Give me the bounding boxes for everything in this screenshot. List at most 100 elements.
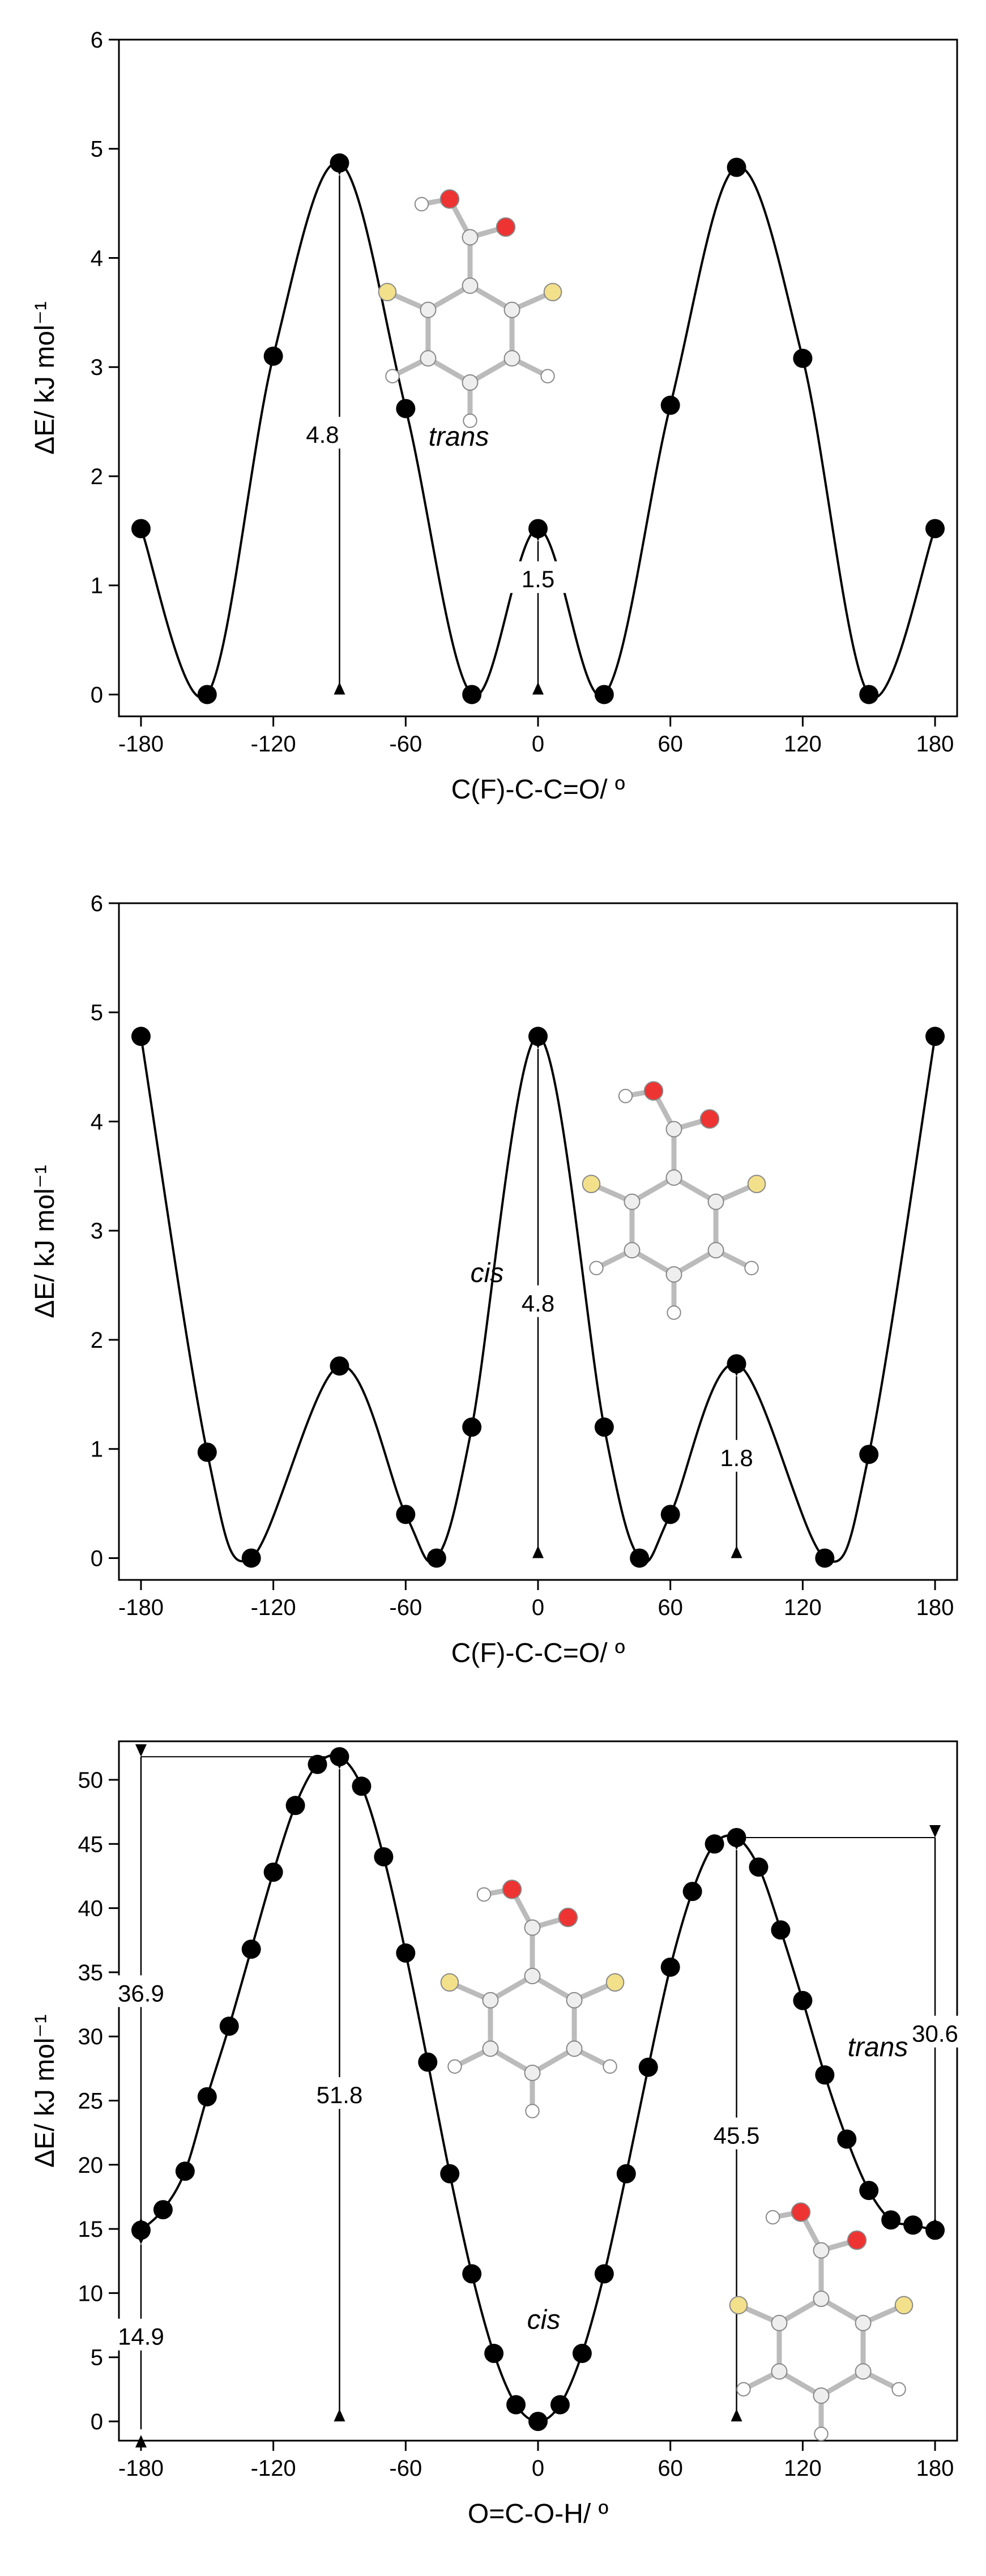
atom [566, 1992, 583, 2009]
data-point [153, 2200, 173, 2220]
data-point [197, 1442, 217, 1462]
atom [891, 2382, 906, 2396]
y-tick-label: 45 [78, 1832, 104, 1857]
arrow-head [334, 2409, 345, 2422]
y-tick-label: 3 [91, 355, 103, 380]
atom [618, 1088, 633, 1104]
atom [378, 283, 397, 302]
atom [736, 2382, 751, 2396]
atom [503, 301, 520, 318]
atom [791, 2202, 811, 2222]
data-point [396, 1505, 416, 1524]
atom [624, 1193, 641, 1210]
arrow-head [532, 1545, 544, 1558]
data-point [594, 1417, 614, 1437]
annotation: 14.9 [118, 2323, 164, 2350]
arrow-head [731, 1545, 742, 1558]
annotation: 45.5 [714, 2122, 760, 2148]
data-point [572, 2343, 592, 2363]
x-tick-label: 120 [784, 2456, 822, 2481]
atom [524, 1919, 541, 1936]
data-point [815, 2065, 835, 2085]
data-point [660, 1957, 680, 1977]
arrow-head [532, 682, 544, 695]
x-axis-label: O=C-O-H/ º [468, 2499, 608, 2529]
y-axis-label: ΔE/ kJ mol⁻¹ [30, 301, 60, 455]
arrow-head [135, 1744, 147, 1757]
data-point [374, 1847, 394, 1866]
arrow-head [334, 1757, 345, 1770]
x-tick-label: -180 [118, 1595, 164, 1620]
atom [496, 217, 516, 237]
data-point [462, 685, 482, 704]
arrow-head [135, 2232, 147, 2245]
atom [771, 2363, 788, 2380]
label-bg [291, 417, 354, 449]
arrow-head [532, 1036, 544, 1049]
atom [462, 229, 479, 246]
annotation: 51.8 [317, 2082, 363, 2108]
arrow-head [334, 163, 345, 176]
data-point [749, 1857, 769, 1877]
data-point [638, 2057, 658, 2077]
y-tick-label: 5 [91, 2346, 103, 2370]
y-tick-label: 1 [91, 574, 103, 599]
data-point [925, 1027, 945, 1046]
y-tick-label: 1 [91, 1437, 103, 1462]
label-bg [109, 2318, 172, 2351]
atom [462, 277, 479, 294]
x-tick-label: 0 [532, 2456, 544, 2481]
data-point [396, 1943, 416, 1963]
data-point [440, 2164, 460, 2184]
y-tick-label: 4 [91, 1109, 103, 1134]
atom [813, 2387, 830, 2404]
data-point [682, 1882, 702, 1902]
x-tick-label: -60 [389, 732, 422, 757]
atom [747, 1174, 766, 1194]
data-point [462, 1417, 482, 1437]
annotation: cis [527, 2305, 561, 2335]
y-tick-label: 20 [78, 2153, 104, 2178]
atom [894, 2296, 914, 2315]
atom [665, 1266, 682, 1283]
annotation: trans [848, 2032, 908, 2062]
atom [699, 1109, 720, 1129]
data-point [219, 2017, 239, 2036]
label-bg [904, 2015, 967, 2048]
atom [462, 374, 479, 391]
data-point [418, 2052, 438, 2072]
x-tick-label: 180 [916, 2456, 954, 2481]
atom [463, 413, 477, 428]
label-bg [507, 1285, 569, 1317]
data-point [903, 2215, 923, 2235]
atom [765, 2210, 780, 2225]
x-tick-label: 180 [916, 732, 954, 757]
atom [813, 2242, 830, 2259]
atom [439, 189, 460, 209]
atom [524, 1968, 541, 1984]
annotation: 4.8 [306, 421, 339, 448]
atom [665, 1121, 682, 1138]
data-point [285, 1796, 305, 1815]
atom [543, 283, 562, 302]
data-point [263, 346, 283, 366]
atom [744, 1261, 759, 1275]
y-tick-label: 40 [78, 1896, 104, 1921]
data-point [859, 2181, 879, 2201]
data-point [263, 1862, 283, 1882]
data-point [197, 2087, 217, 2107]
arrow-head [135, 2435, 147, 2447]
data-point [837, 2129, 857, 2149]
x-tick-label: -120 [251, 732, 296, 757]
atom [503, 350, 520, 367]
atom [813, 2291, 830, 2307]
annotation: 4.8 [522, 1290, 554, 1317]
arrow-head [532, 528, 544, 541]
y-tick-label: 10 [78, 2281, 104, 2306]
x-tick-label: -120 [251, 2456, 296, 2481]
data-point [352, 1776, 372, 1796]
arrow-head [731, 1364, 742, 1377]
atom [482, 1992, 499, 2009]
plot-frame [118, 1740, 958, 2442]
